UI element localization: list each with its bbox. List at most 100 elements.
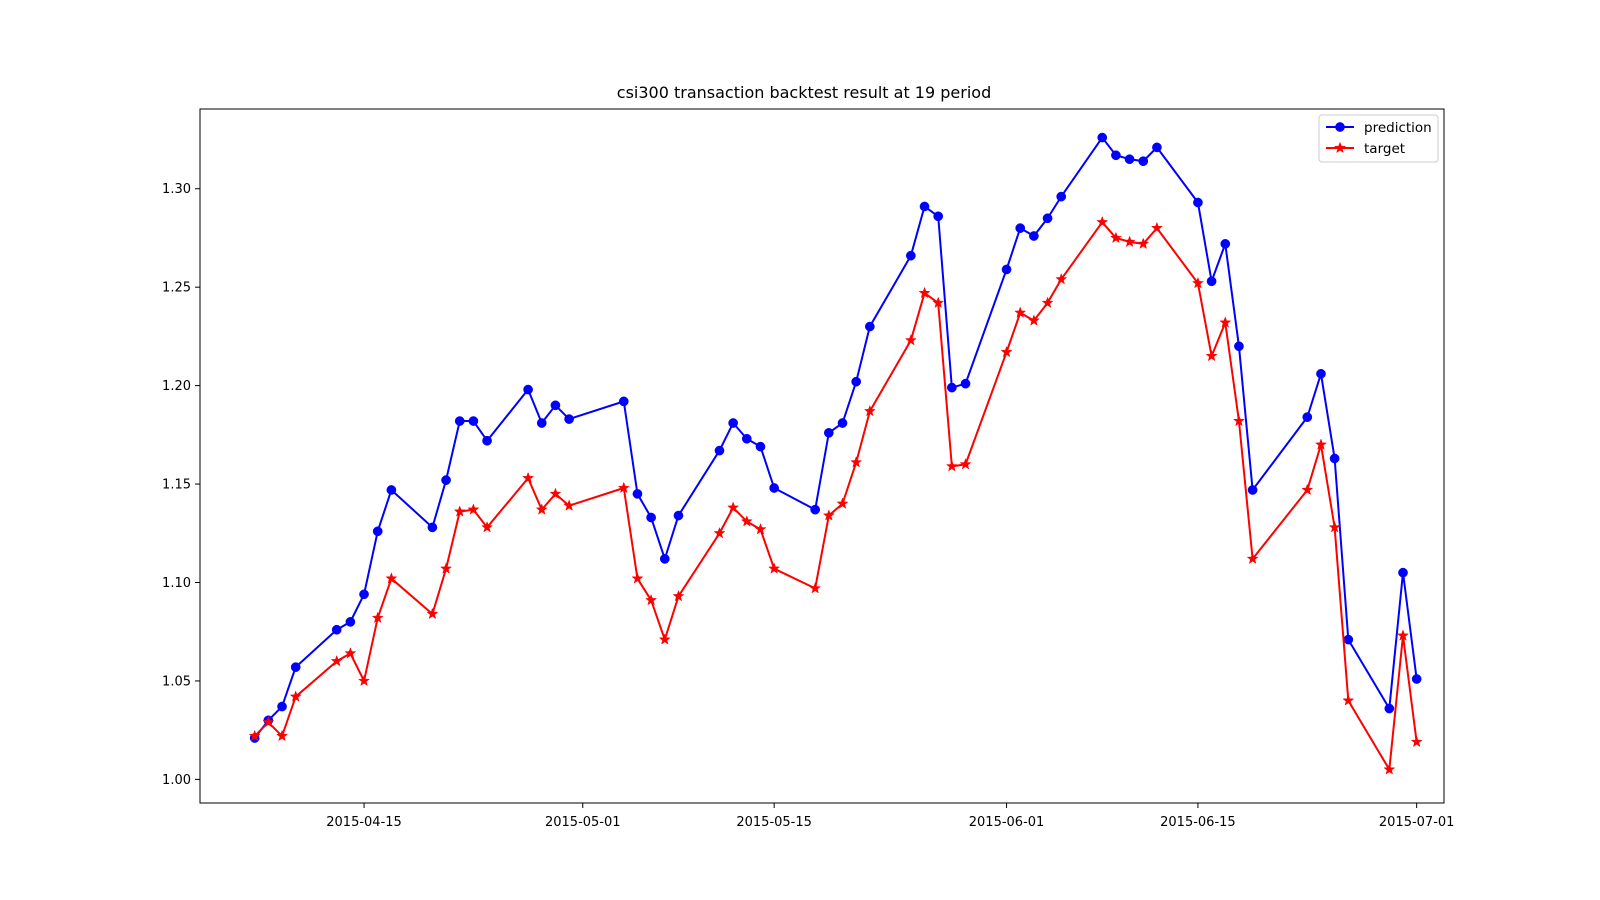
data-point-target: [276, 729, 289, 742]
data-point-prediction: [331, 624, 342, 635]
data-point-prediction: [1042, 213, 1053, 224]
data-point-target: [959, 458, 972, 470]
data-point-target: [713, 526, 726, 539]
series-prediction: [249, 132, 1422, 743]
legend-marker-target: [1333, 141, 1347, 154]
legend-marker-prediction: [1335, 122, 1345, 132]
data-point-target: [1383, 763, 1396, 775]
data-point-target: [549, 487, 562, 500]
data-point-target: [1137, 237, 1150, 249]
data-point-prediction: [1343, 634, 1354, 645]
data-point-prediction: [564, 414, 574, 424]
data-point-target: [918, 286, 931, 299]
x-tick-label: 2015-04-15: [326, 815, 402, 830]
data-point-target: [344, 647, 357, 659]
y-tick-label: 1.00: [162, 773, 191, 788]
data-point-target: [1410, 735, 1423, 748]
y-tick-label: 1.10: [162, 576, 191, 591]
data-point-target: [658, 633, 671, 645]
data-point-prediction: [1097, 132, 1108, 143]
data-point-target: [904, 333, 917, 346]
data-point-target: [740, 515, 753, 527]
data-point-prediction: [1124, 154, 1135, 165]
data-point-prediction: [482, 435, 492, 446]
data-point-target: [467, 503, 480, 515]
data-point-target: [1219, 316, 1232, 328]
data-point-prediction: [345, 617, 356, 627]
data-point-prediction: [427, 522, 438, 533]
x-tick-label: 2015-05-15: [736, 815, 812, 830]
data-point-target: [1150, 221, 1163, 234]
data-point-prediction: [1384, 703, 1395, 714]
data-point-target: [248, 729, 261, 742]
data-point-target: [358, 674, 371, 687]
data-point-target: [1096, 215, 1109, 228]
data-point-prediction: [1015, 223, 1026, 233]
y-tick-label: 1.05: [162, 674, 191, 689]
data-point-target: [1041, 296, 1054, 309]
data-point-prediction: [646, 512, 656, 523]
data-point-target: [1205, 349, 1218, 362]
plot-frame: [199, 108, 1445, 804]
chart-title: csi300 transaction backtest result at 19…: [617, 83, 991, 102]
data-point-target: [440, 562, 453, 574]
data-point-target: [1246, 552, 1259, 564]
series-line-prediction: [253, 136, 1418, 739]
x-tick-label: 2015-06-01: [969, 815, 1045, 830]
y-tick-label: 1.20: [162, 379, 191, 394]
data-point-target: [1000, 345, 1013, 358]
data-point-prediction: [468, 416, 479, 426]
x-tick-label: 2015-06-15: [1160, 815, 1236, 830]
data-point-target: [1191, 276, 1204, 289]
data-point-target: [727, 501, 740, 513]
data-point-target: [1014, 306, 1027, 318]
series-line-target: [253, 221, 1418, 771]
data-point-target: [672, 589, 685, 602]
axes-layer: 2015-04-15 2015-05-01 2015-05-15 2015-06-01…: [162, 108, 1455, 830]
data-point-target: [1123, 235, 1136, 248]
data-point-prediction: [1398, 567, 1408, 578]
data-point-prediction: [741, 433, 752, 444]
data-point-target: [1328, 521, 1341, 533]
data-point-prediction: [523, 384, 533, 395]
y-tick-label: 1.30: [162, 182, 191, 197]
data-point-prediction: [1056, 191, 1067, 202]
data-point-prediction: [1329, 453, 1340, 464]
data-point-target: [481, 521, 494, 533]
data-point-target: [1055, 272, 1068, 285]
data-point-prediction: [632, 489, 643, 499]
data-point-target: [426, 607, 439, 620]
data-point-target: [822, 509, 835, 521]
data-point-prediction: [659, 554, 670, 564]
data-point-target: [1314, 438, 1327, 450]
data-point-target: [1342, 694, 1355, 706]
data-point-prediction: [1302, 412, 1313, 422]
data-point-target: [453, 505, 466, 517]
data-point-prediction: [906, 250, 916, 261]
x-tick-label: 2015-07-01: [1379, 815, 1455, 830]
data-point-prediction: [454, 416, 465, 426]
data-point-prediction: [359, 589, 369, 600]
data-point-prediction: [810, 504, 821, 515]
data-point-prediction: [1001, 264, 1012, 275]
data-point-prediction: [1247, 485, 1258, 495]
series-layer: [248, 132, 1423, 775]
data-point-target: [850, 456, 863, 468]
data-point-prediction: [441, 475, 451, 485]
y-tick-label: 1.15: [162, 478, 191, 493]
data-point-target: [522, 471, 535, 484]
data-point-target: [645, 593, 658, 606]
data-point-prediction: [714, 445, 725, 456]
data-point-prediction: [290, 662, 301, 673]
series-target: [248, 215, 1423, 775]
y-tick-label: 1.25: [162, 281, 191, 296]
legend-label-target: target: [1364, 141, 1405, 157]
data-point-target: [945, 460, 958, 472]
data-point-prediction: [837, 418, 848, 428]
data-point-target: [1109, 231, 1122, 244]
data-point-prediction: [1316, 368, 1326, 379]
data-point-target: [535, 503, 548, 515]
data-point-target: [289, 690, 302, 702]
data-point-prediction: [947, 382, 957, 393]
